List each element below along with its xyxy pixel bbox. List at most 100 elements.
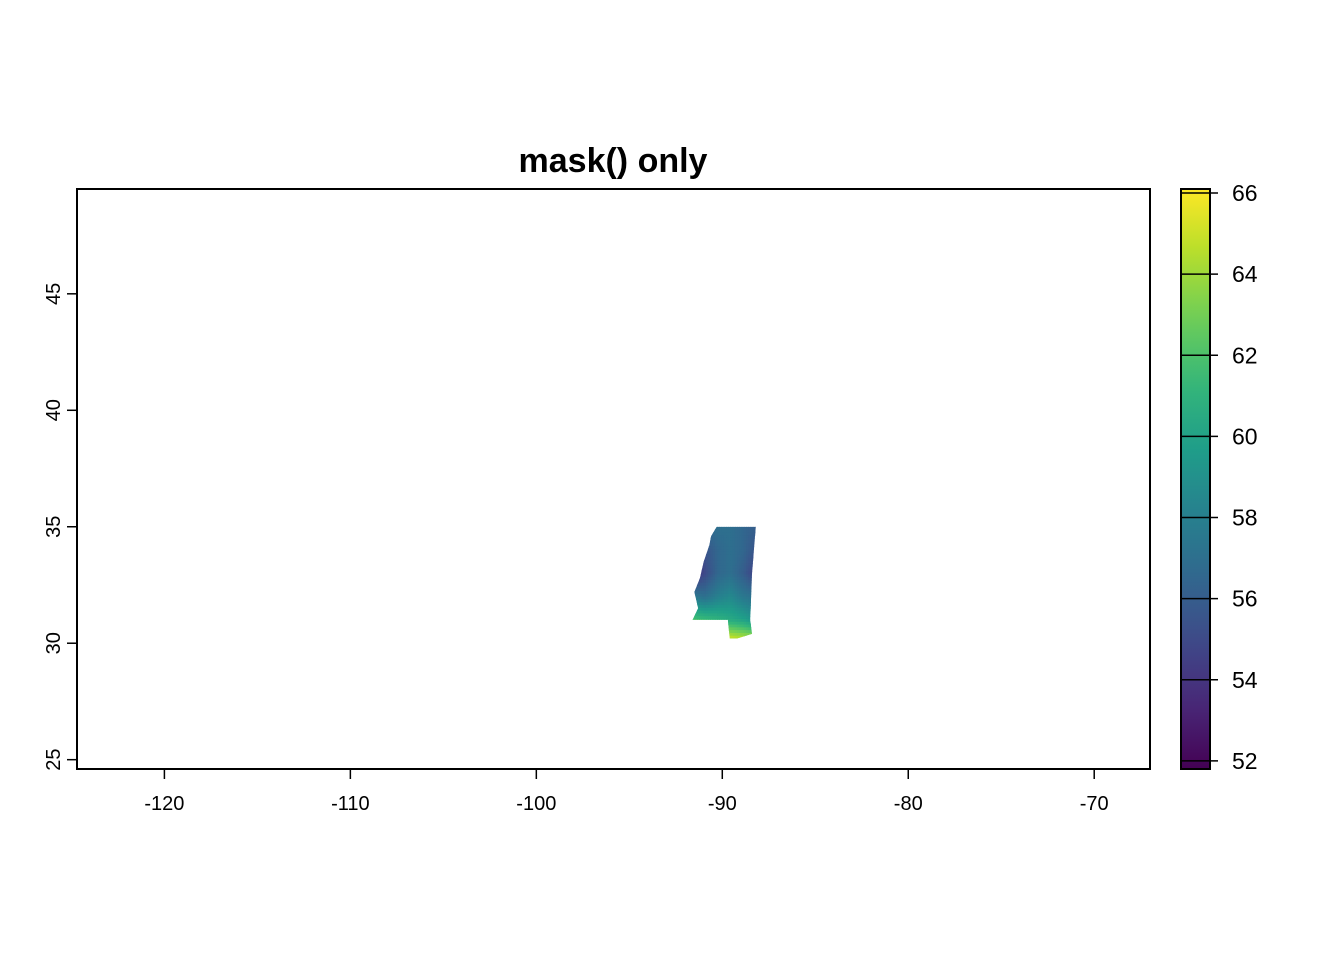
- raster-cell: [714, 546, 718, 550]
- raster-cell: [741, 579, 745, 584]
- x-tick-label: -80: [894, 793, 923, 815]
- raster-cell: [719, 599, 723, 603]
- raster-cell: [694, 537, 698, 542]
- raster-cell: [748, 551, 752, 556]
- raster-cell: [734, 585, 738, 589]
- raster-cell: [694, 588, 698, 592]
- raster-cell: [694, 543, 698, 547]
- raster-cell: [703, 585, 707, 589]
- raster-cell: [741, 554, 745, 559]
- raster-cell: [741, 532, 745, 536]
- raster-cell: [748, 585, 752, 589]
- raster-cell: [712, 630, 716, 634]
- raster-cell: [692, 635, 696, 639]
- raster-cell: [723, 588, 727, 592]
- raster-cell: [728, 568, 732, 573]
- raster-cell: [750, 607, 754, 612]
- raster-cell: [694, 605, 698, 609]
- raster-cell: [737, 526, 740, 531]
- raster-cell: [699, 588, 703, 592]
- raster-cell: [734, 621, 738, 626]
- raster-cell: [734, 554, 738, 559]
- raster-cell: [721, 554, 725, 559]
- raster-cell: [757, 563, 760, 566]
- raster-cell: [737, 577, 740, 581]
- raster-cell: [708, 568, 711, 573]
- raster-cell: [739, 535, 743, 539]
- raster-cell: [755, 574, 756, 578]
- raster-cell: [732, 549, 736, 553]
- raster-cell: [710, 568, 714, 573]
- raster-cell: [714, 607, 718, 612]
- raster-cell: [714, 563, 718, 567]
- raster-cell: [728, 563, 732, 567]
- raster-cell: [752, 535, 756, 539]
- raster-cell: [692, 571, 696, 575]
- raster-cell: [743, 532, 747, 536]
- raster-cell: [746, 588, 749, 592]
- raster-cell: [723, 605, 727, 609]
- raster-cell: [719, 543, 723, 547]
- raster-cell: [730, 624, 734, 628]
- raster-cell: [734, 565, 738, 570]
- raster-cell: [701, 582, 705, 587]
- raster-cell: [728, 602, 732, 606]
- raster-cell: [752, 577, 756, 581]
- raster-cell: [723, 551, 727, 556]
- raster-cell: [692, 582, 696, 587]
- raster-cell: [697, 610, 700, 615]
- raster-cell: [719, 565, 723, 570]
- raster-cell: [697, 540, 700, 545]
- raster-cell: [732, 543, 736, 547]
- raster-cell: [692, 557, 696, 561]
- raster-cell: [705, 605, 709, 609]
- raster-cell: [719, 602, 723, 606]
- raster-cell: [757, 574, 760, 577]
- raster-cell: [723, 602, 727, 606]
- raster-cell: [726, 549, 729, 553]
- raster-cell: [719, 627, 723, 631]
- raster-cell: [752, 627, 756, 631]
- raster-cell: [717, 535, 720, 539]
- raster-cell: [706, 641, 709, 644]
- raster-cell: [726, 540, 729, 545]
- raster-cell: [748, 613, 752, 617]
- raster-cell: [697, 605, 700, 609]
- raster-cell: [714, 624, 718, 628]
- raster-cell: [694, 596, 698, 601]
- raster-cell: [705, 557, 709, 561]
- raster-cell: [734, 557, 738, 561]
- raster-cell: [692, 540, 696, 545]
- raster-cell: [722, 641, 725, 644]
- raster-cell: [692, 602, 696, 606]
- raster-cell: [723, 610, 727, 615]
- raster-cell: [705, 568, 709, 573]
- raster-cell: [741, 549, 745, 553]
- raster-cell: [743, 585, 747, 589]
- raster-cell: [741, 568, 745, 573]
- raster-cell: [712, 585, 716, 589]
- raster-cell: [717, 591, 720, 595]
- raster-cell: [737, 639, 740, 642]
- raster-cell: [741, 632, 745, 637]
- raster-cell: [730, 639, 733, 642]
- raster-cell: [755, 582, 756, 587]
- raster-cell: [741, 557, 745, 561]
- raster-cell: [705, 621, 709, 626]
- raster-cell: [741, 565, 745, 570]
- raster-cell: [748, 605, 752, 609]
- raster-cell: [739, 577, 743, 581]
- raster-cell: [732, 535, 736, 539]
- raster-cell: [732, 585, 736, 589]
- raster-cell: [694, 563, 698, 567]
- raster-cell: [701, 621, 705, 626]
- raster-cell: [730, 540, 734, 545]
- raster-cell: [734, 627, 738, 631]
- raster-cell: [699, 551, 703, 556]
- raster-cell: [743, 549, 747, 553]
- raster-cell: [748, 627, 752, 631]
- raster-cell: [739, 627, 743, 631]
- raster-cell: [699, 535, 703, 539]
- raster-cell: [728, 610, 732, 615]
- raster-cell: [757, 630, 760, 633]
